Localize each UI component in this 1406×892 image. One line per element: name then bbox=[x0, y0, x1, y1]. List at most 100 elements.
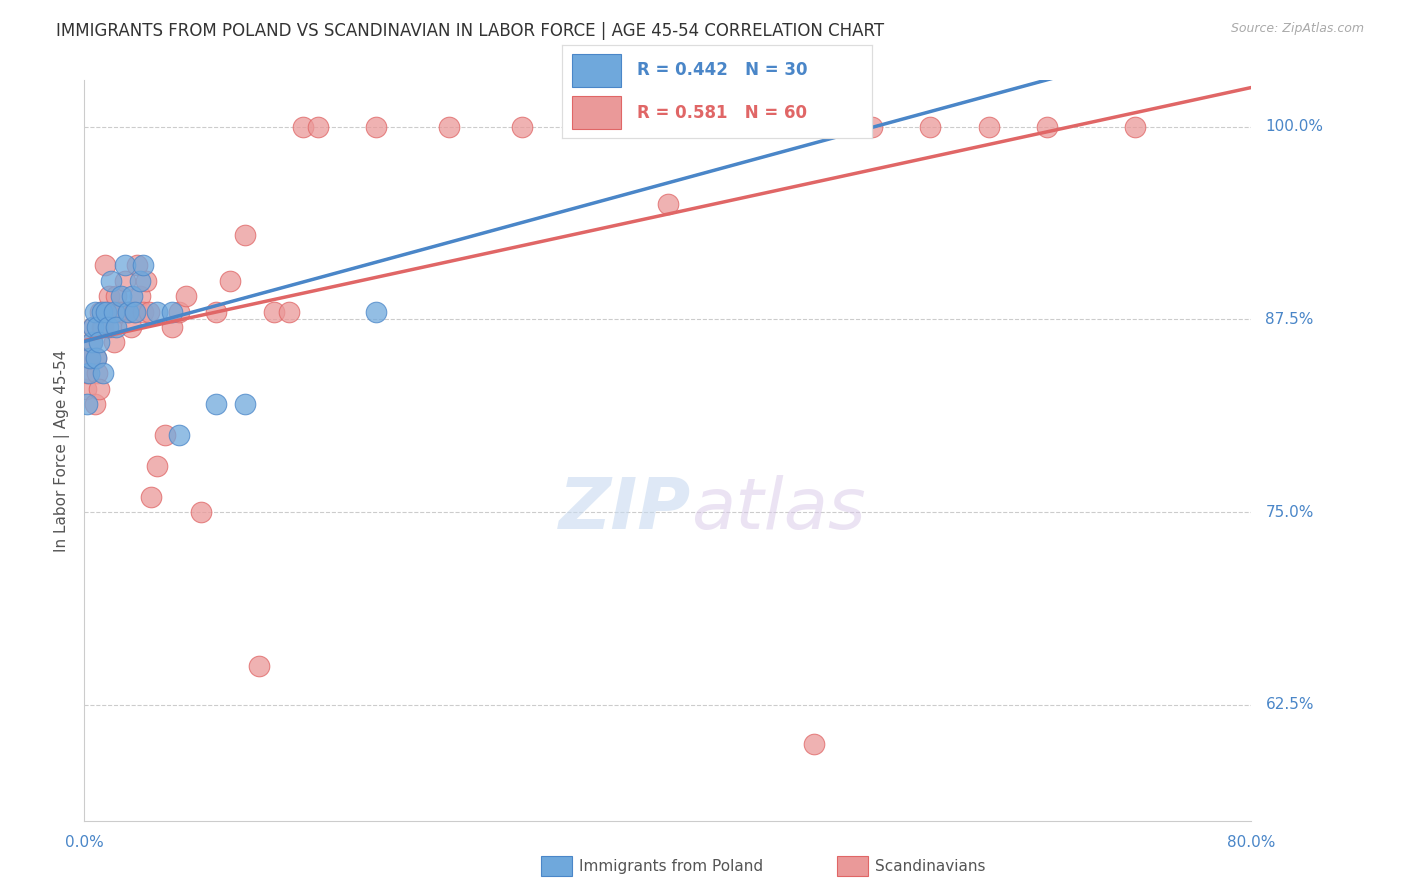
Bar bbox=[572, 96, 621, 129]
Point bbox=[117, 304, 139, 318]
Point bbox=[77, 351, 100, 365]
Point bbox=[90, 304, 112, 318]
Point bbox=[292, 120, 315, 134]
Point bbox=[1036, 120, 1059, 134]
Point bbox=[120, 320, 142, 334]
Point bbox=[146, 458, 169, 473]
Point bbox=[190, 505, 212, 519]
Point bbox=[920, 120, 942, 134]
Point bbox=[76, 367, 98, 381]
Point bbox=[153, 428, 176, 442]
Point bbox=[176, 289, 198, 303]
Text: 75.0%: 75.0% bbox=[1265, 505, 1313, 520]
Point bbox=[686, 120, 709, 134]
Point bbox=[82, 320, 104, 334]
Text: R = 0.442   N = 30: R = 0.442 N = 30 bbox=[637, 62, 807, 79]
Point bbox=[125, 259, 148, 273]
Point bbox=[90, 320, 112, 334]
Text: atlas: atlas bbox=[692, 475, 866, 544]
Point bbox=[114, 274, 136, 288]
Point bbox=[510, 120, 533, 134]
Point bbox=[627, 120, 650, 134]
Point bbox=[83, 397, 105, 411]
Point bbox=[82, 320, 104, 334]
Point bbox=[657, 196, 679, 211]
Point bbox=[86, 367, 108, 381]
Point bbox=[87, 335, 110, 350]
Point bbox=[366, 304, 388, 318]
Text: R = 0.581   N = 60: R = 0.581 N = 60 bbox=[637, 103, 807, 121]
Point bbox=[76, 397, 98, 411]
Text: Immigrants from Poland: Immigrants from Poland bbox=[579, 859, 763, 873]
Point bbox=[111, 304, 134, 318]
Point bbox=[105, 320, 128, 334]
Point bbox=[160, 304, 183, 318]
Point bbox=[219, 274, 242, 288]
Text: IMMIGRANTS FROM POLAND VS SCANDINAVIAN IN LABOR FORCE | AGE 45-54 CORRELATION CH: IMMIGRANTS FROM POLAND VS SCANDINAVIAN I… bbox=[56, 22, 884, 40]
Point bbox=[141, 490, 163, 504]
Point bbox=[128, 274, 150, 288]
Point bbox=[233, 227, 256, 242]
Point bbox=[77, 367, 100, 381]
Point bbox=[124, 304, 146, 318]
Point bbox=[80, 335, 103, 350]
Point bbox=[977, 120, 1000, 134]
Point bbox=[714, 120, 737, 134]
Text: 0.0%: 0.0% bbox=[65, 836, 104, 850]
Point bbox=[103, 335, 125, 350]
Point bbox=[79, 351, 101, 365]
Point bbox=[146, 304, 169, 318]
Point bbox=[366, 120, 388, 134]
Text: Scandinavians: Scandinavians bbox=[875, 859, 986, 873]
Point bbox=[132, 304, 155, 318]
Point bbox=[1123, 120, 1146, 134]
Point bbox=[160, 320, 183, 334]
Point bbox=[75, 382, 97, 396]
Point bbox=[94, 259, 117, 273]
Point bbox=[110, 289, 132, 303]
Point bbox=[583, 120, 606, 134]
Point bbox=[97, 304, 120, 318]
Point bbox=[128, 289, 150, 303]
Point bbox=[89, 304, 111, 318]
Point bbox=[79, 351, 101, 365]
Point bbox=[263, 304, 285, 318]
Point bbox=[96, 304, 118, 318]
Point bbox=[91, 367, 114, 381]
Point bbox=[98, 289, 121, 303]
Point bbox=[233, 397, 256, 411]
Point bbox=[121, 289, 143, 303]
Point bbox=[100, 274, 122, 288]
Text: 62.5%: 62.5% bbox=[1265, 698, 1313, 713]
Y-axis label: In Labor Force | Age 45-54: In Labor Force | Age 45-54 bbox=[55, 350, 70, 551]
Point bbox=[84, 351, 107, 365]
Text: 80.0%: 80.0% bbox=[1227, 836, 1275, 850]
Text: Source: ZipAtlas.com: Source: ZipAtlas.com bbox=[1230, 22, 1364, 36]
Bar bbox=[572, 54, 621, 87]
Point bbox=[114, 259, 136, 273]
Point bbox=[105, 289, 128, 303]
Point bbox=[167, 428, 190, 442]
Point bbox=[117, 304, 139, 318]
Point bbox=[138, 304, 160, 318]
Point bbox=[108, 304, 131, 318]
Point bbox=[122, 304, 145, 318]
Point bbox=[277, 304, 299, 318]
Point bbox=[860, 120, 883, 134]
Point bbox=[87, 382, 110, 396]
Point bbox=[135, 274, 157, 288]
Point bbox=[204, 397, 226, 411]
Point bbox=[103, 304, 125, 318]
Text: ZIP: ZIP bbox=[560, 475, 692, 544]
Point bbox=[97, 320, 120, 334]
Text: 87.5%: 87.5% bbox=[1265, 312, 1313, 326]
Point bbox=[247, 659, 270, 673]
Point bbox=[307, 120, 329, 134]
Point bbox=[91, 320, 114, 334]
Point bbox=[583, 120, 606, 134]
Point bbox=[96, 304, 118, 318]
Point bbox=[803, 737, 825, 751]
Point bbox=[100, 320, 122, 334]
Point bbox=[167, 304, 190, 318]
Point bbox=[204, 304, 226, 318]
